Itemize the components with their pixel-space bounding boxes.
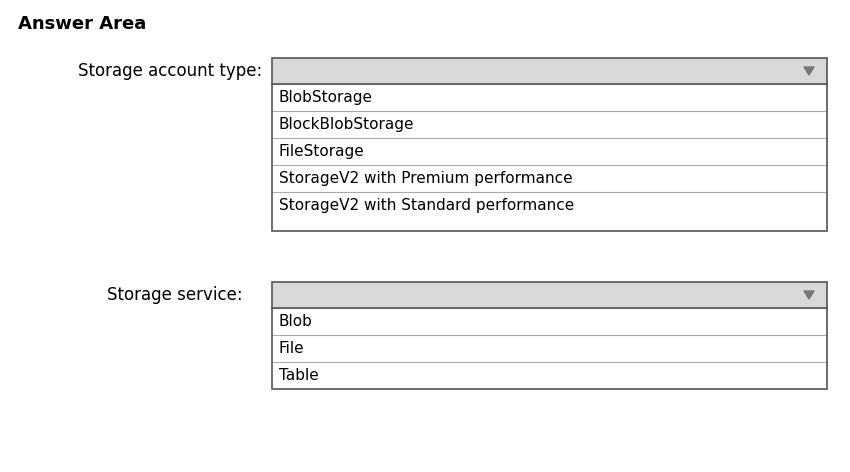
Text: Storage service:: Storage service:	[107, 286, 243, 304]
Text: Blob: Blob	[279, 314, 313, 329]
Text: BlobStorage: BlobStorage	[279, 90, 373, 105]
Text: BlockBlobStorage: BlockBlobStorage	[279, 117, 415, 132]
Text: Storage account type:: Storage account type:	[77, 62, 262, 80]
Bar	[272, 111, 827, 138]
Text: FileStorage: FileStorage	[279, 144, 365, 159]
Bar	[272, 58, 827, 84]
Bar	[272, 335, 827, 362]
Bar	[272, 282, 827, 389]
Bar	[272, 84, 827, 111]
Text: Answer Area: Answer Area	[18, 15, 146, 33]
Bar	[272, 58, 827, 231]
Bar	[272, 138, 827, 165]
Text: File: File	[279, 341, 304, 356]
Bar	[272, 219, 827, 231]
Text: StorageV2 with Premium performance: StorageV2 with Premium performance	[279, 171, 573, 186]
Text: StorageV2 with Standard performance: StorageV2 with Standard performance	[279, 198, 575, 213]
Bar	[272, 165, 827, 192]
Bar	[272, 282, 827, 308]
Text: Table: Table	[279, 368, 319, 383]
Bar	[272, 362, 827, 389]
Polygon shape	[804, 67, 814, 75]
Polygon shape	[804, 291, 814, 299]
Bar	[272, 192, 827, 219]
Bar	[272, 308, 827, 335]
